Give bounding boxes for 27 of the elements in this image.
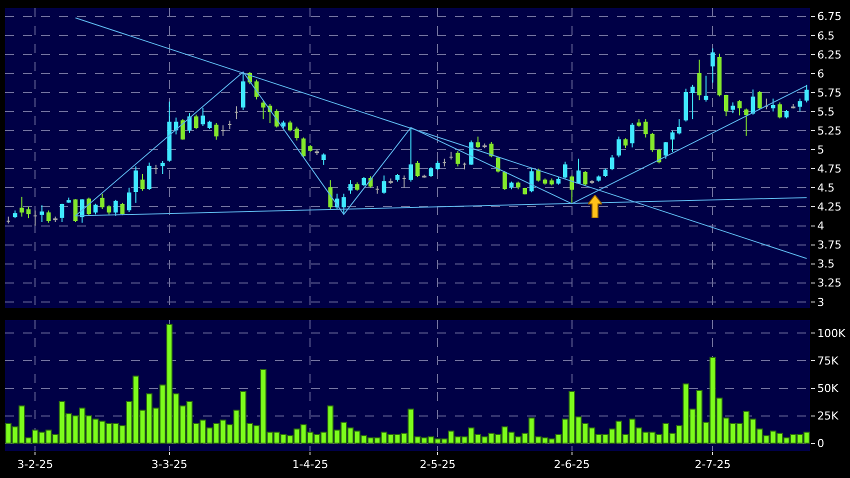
x-tick-label: 2-7-25 bbox=[694, 458, 731, 472]
y-tick-label: 25K bbox=[817, 410, 840, 423]
y-tick-label: 5.75 bbox=[817, 86, 842, 100]
y-tick-label: 50K bbox=[817, 382, 840, 396]
y-tick-label: 4.5 bbox=[817, 182, 835, 195]
y-tick-label: 6.5 bbox=[817, 29, 835, 42]
y-tick-label: 4 bbox=[817, 220, 824, 233]
x-tick-label: 3-3-25 bbox=[151, 458, 188, 472]
y-tick-label: 5 bbox=[817, 143, 824, 156]
y-tick-label: 5.5 bbox=[817, 105, 835, 118]
y-tick-label: 3.5 bbox=[817, 258, 835, 271]
x-tick-label: 1-4-25 bbox=[292, 458, 328, 472]
y-tick-label: 4.25 bbox=[817, 200, 842, 214]
y-tick-label: 6 bbox=[817, 67, 824, 80]
x-tick-label: 2-5-25 bbox=[420, 458, 456, 472]
y-tick-label: 3.75 bbox=[817, 238, 842, 252]
y-tick-label: 3 bbox=[817, 296, 824, 309]
x-tick-label: 2-6-25 bbox=[554, 458, 590, 472]
x-tick-label: 3-2-25 bbox=[17, 458, 54, 472]
y-tick-label: 4.75 bbox=[817, 162, 842, 176]
y-tick-label: 5.25 bbox=[817, 124, 842, 138]
y-tick-label: 100K bbox=[817, 327, 846, 340]
y-tick-label: 75K bbox=[817, 354, 840, 368]
y-tick-label: 6.75 bbox=[817, 10, 842, 24]
y-tick-label: 3.25 bbox=[817, 276, 842, 290]
y-tick-label: 0 bbox=[817, 437, 824, 450]
y-tick-label: 6.25 bbox=[817, 48, 842, 62]
